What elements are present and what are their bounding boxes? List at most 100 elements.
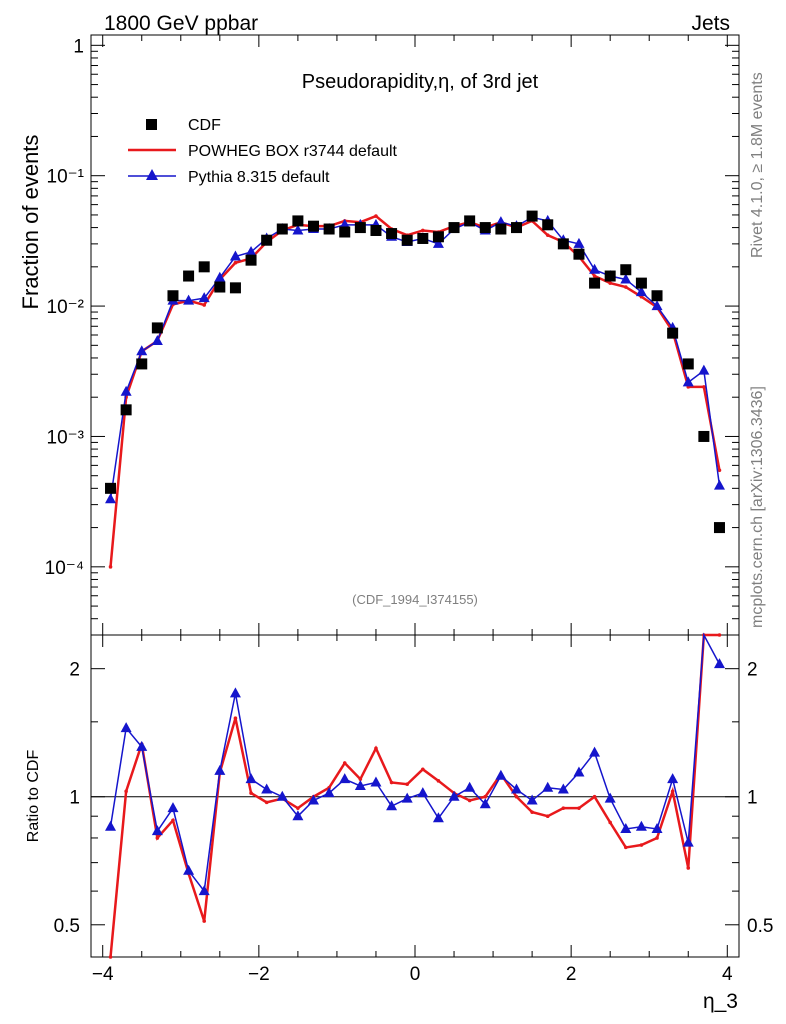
pythia-point [105,493,117,504]
cdf-point [432,231,444,243]
powheg-ratio-point [171,818,175,823]
powheg-ratio-point [530,810,534,814]
ratio-y-axis-label: Ratio to CDF [25,750,42,843]
powheg-ratio-point [686,866,691,870]
cdf-point [198,261,210,273]
cdf-point [136,358,148,370]
cdf-point [308,220,320,232]
cdf-point [682,358,694,370]
powheg-point [608,281,612,285]
cdf-point [479,222,491,234]
powheg-point [702,385,706,389]
legend-label-pythia: Pythia 8.315 default [188,169,330,186]
ratio-y-tick-label-right: 2 [747,660,758,681]
powheg-ratio-point [342,761,347,765]
pythia-ratio-point [635,820,647,831]
pythia-point [682,376,694,387]
cdf-point [557,238,569,250]
powheg-ratio-point [483,794,488,799]
powheg-ratio-point [592,794,597,799]
pythia-point [136,345,148,356]
pythia-point [651,300,663,311]
powheg-ratio-point [124,789,128,794]
powheg-point [717,468,722,473]
pythia-point [698,364,710,375]
cdf-point [448,222,460,234]
pythia-point [214,271,226,282]
pythia-ratio-point [167,802,179,813]
powheg-ratio-point [374,746,378,751]
powheg-point [545,233,550,237]
pythia-point [120,385,132,396]
y-tick-label: 10⁻³ [47,427,85,448]
powheg-point [374,214,378,218]
pythia-point [589,263,601,274]
pythia-ratio-point [557,783,569,794]
pythia-point [151,334,163,345]
cdf-point [401,234,413,246]
pythia-ratio-point [604,792,616,803]
powheg-ratio-point [514,794,519,799]
powheg-ratio-point [639,843,644,847]
powheg-point [623,285,628,289]
ratio-series [105,632,725,959]
pythia-ratio-point [214,764,226,775]
header-right-label: Jets [691,12,730,35]
cdf-point [589,277,601,289]
x-tick-label: −2 [248,964,270,985]
x-axis-label: η_3 [703,990,738,1013]
y-tick-label: 10⁻⁴ [45,558,84,579]
legend-marker-pythia [146,169,158,180]
y-axis-label: Fraction of events [18,135,43,310]
main-series [105,210,725,569]
plot-title: Pseudorapidity,η, of 3rd jet [302,71,539,93]
cdf-point [526,210,538,222]
cdf-point [510,222,522,234]
powheg-ratio-point [155,836,160,840]
pythia-ratio-point [651,822,663,833]
powheg-ratio-point [717,633,722,637]
pythia-ratio-point [448,790,460,801]
pythia-ratio-point [198,885,210,896]
pythia-ratio-point [667,773,679,784]
pythia-ratio-point [495,769,507,780]
powheg-ratio-point [249,791,253,795]
x-tick-label: 4 [722,964,733,985]
pythia-ratio-point [589,746,601,757]
cdf-point [495,223,507,235]
y-tick-label: 1 [73,36,84,57]
cdf-point [245,254,257,266]
cdf-point [354,222,366,234]
ratio-y-tick-label-right: 0.5 [747,916,773,937]
powheg-ratio-point [421,767,425,772]
y-tick-label: 10⁻² [47,297,85,318]
pythia-point [432,237,444,248]
main-panel: 10⁻⁴ 10⁻³ 10⁻² 10⁻¹ 1 Pseudorapidity,η, of 3… [18,34,740,636]
cdf-point [167,290,179,302]
powheg-ratio-point [577,806,581,810]
powheg-ratio-point [296,806,300,810]
y-tick-label: 10⁻¹ [47,167,85,188]
powheg-ratio-point [108,955,113,959]
cdf-point [667,327,679,339]
cdf-point [464,215,476,227]
pythia-ratio-point [136,740,148,751]
pythia-ratio-point [401,792,413,803]
main-axis-ticks: 10⁻⁴ 10⁻³ 10⁻² 10⁻¹ 1 [45,35,739,636]
cdf-point [183,270,195,282]
powheg-ratio-point [436,779,441,783]
ratio-y-tick-label: 0.5 [54,916,80,937]
powheg-point [421,228,425,233]
pythia-point [635,286,647,297]
cdf-point [604,270,616,282]
powheg-ratio-point [467,798,472,803]
pythia-ratio-point [339,773,351,784]
pythia-ratio-point [432,812,444,823]
pythia-ratio-point [386,800,398,811]
powheg-ratio-point [264,800,269,805]
powheg-ratio-point [561,806,566,810]
cdf-point [323,223,335,235]
pythia-ratio-point [682,836,694,847]
pythia-ratio-point [573,766,585,777]
